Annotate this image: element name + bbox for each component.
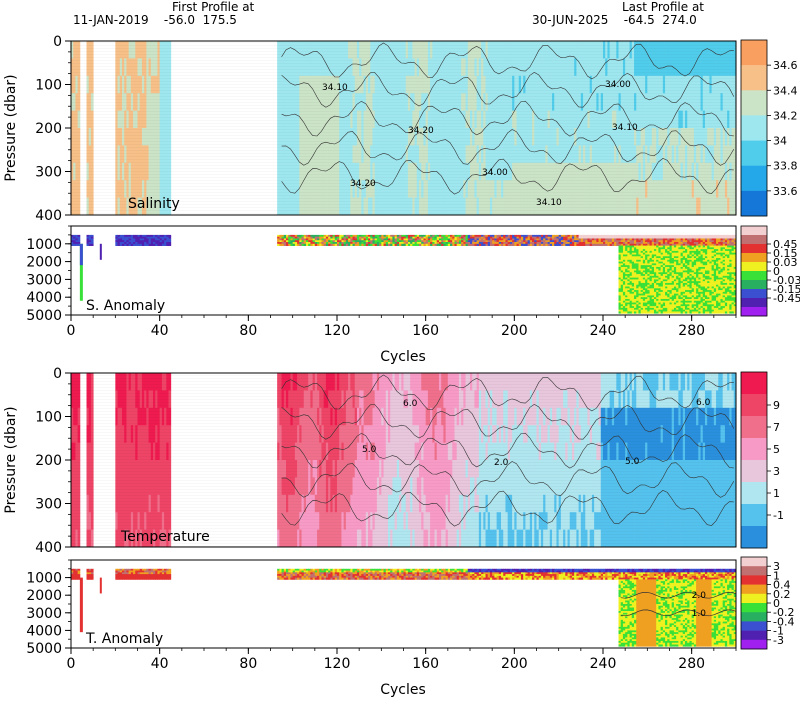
salinity-ylabel: Pressure (dbar)	[3, 74, 19, 181]
contour-label: 34.10	[612, 123, 638, 133]
salinity-colorbar: 34.6 34.4 34.2 34 33.8 33.6	[741, 40, 798, 216]
colorbar-swatch	[741, 141, 767, 166]
last-profile-detail: 30-JUN-2025 -64.5 274.0	[532, 13, 697, 27]
contour-label: 34.00	[605, 80, 631, 90]
first-profile-label: First Profile at	[172, 0, 255, 14]
first-profile-detail: 11-JAN-2019 -56.0 175.5	[73, 13, 237, 27]
y-tick-label: 400	[35, 208, 62, 224]
colorbar-swatch	[741, 40, 767, 65]
y-tick-label: 200	[35, 121, 62, 137]
colorbar-tick-label: 33.6	[773, 185, 798, 198]
anomaly-cell	[91, 244, 94, 246]
anomaly-cell	[169, 244, 172, 246]
colorbar-tick-label: 34.2	[773, 109, 798, 122]
y-tick-label: 0	[53, 34, 62, 50]
contour-label: 34.00	[482, 168, 508, 178]
contour-label: 34.10	[536, 198, 562, 208]
colorbar-swatch	[741, 166, 767, 191]
colorbar-swatch	[741, 115, 767, 140]
contour-label: 34.10	[322, 83, 348, 93]
last-profile-label: Last Profile at	[622, 0, 704, 14]
colorbar-tick-label: 33.8	[773, 160, 798, 173]
colorbar-tick-label: 34.4	[773, 84, 798, 97]
colorbar-tick-label: 34	[773, 135, 787, 148]
colorbar-swatch	[741, 90, 767, 115]
colorbar-swatch	[741, 191, 767, 216]
colorbar-tick-label: 34.6	[773, 59, 798, 72]
colorbar-swatch	[741, 65, 767, 90]
salinity-y-axis: 0 100 200 300 400	[35, 34, 71, 224]
contour-label: 34.20	[350, 179, 376, 189]
y-tick-label: 300	[35, 165, 62, 181]
salinity-panel-label: Salinity	[128, 196, 180, 212]
contour-label: 34.20	[408, 126, 434, 136]
y-tick-label: 100	[35, 78, 62, 94]
